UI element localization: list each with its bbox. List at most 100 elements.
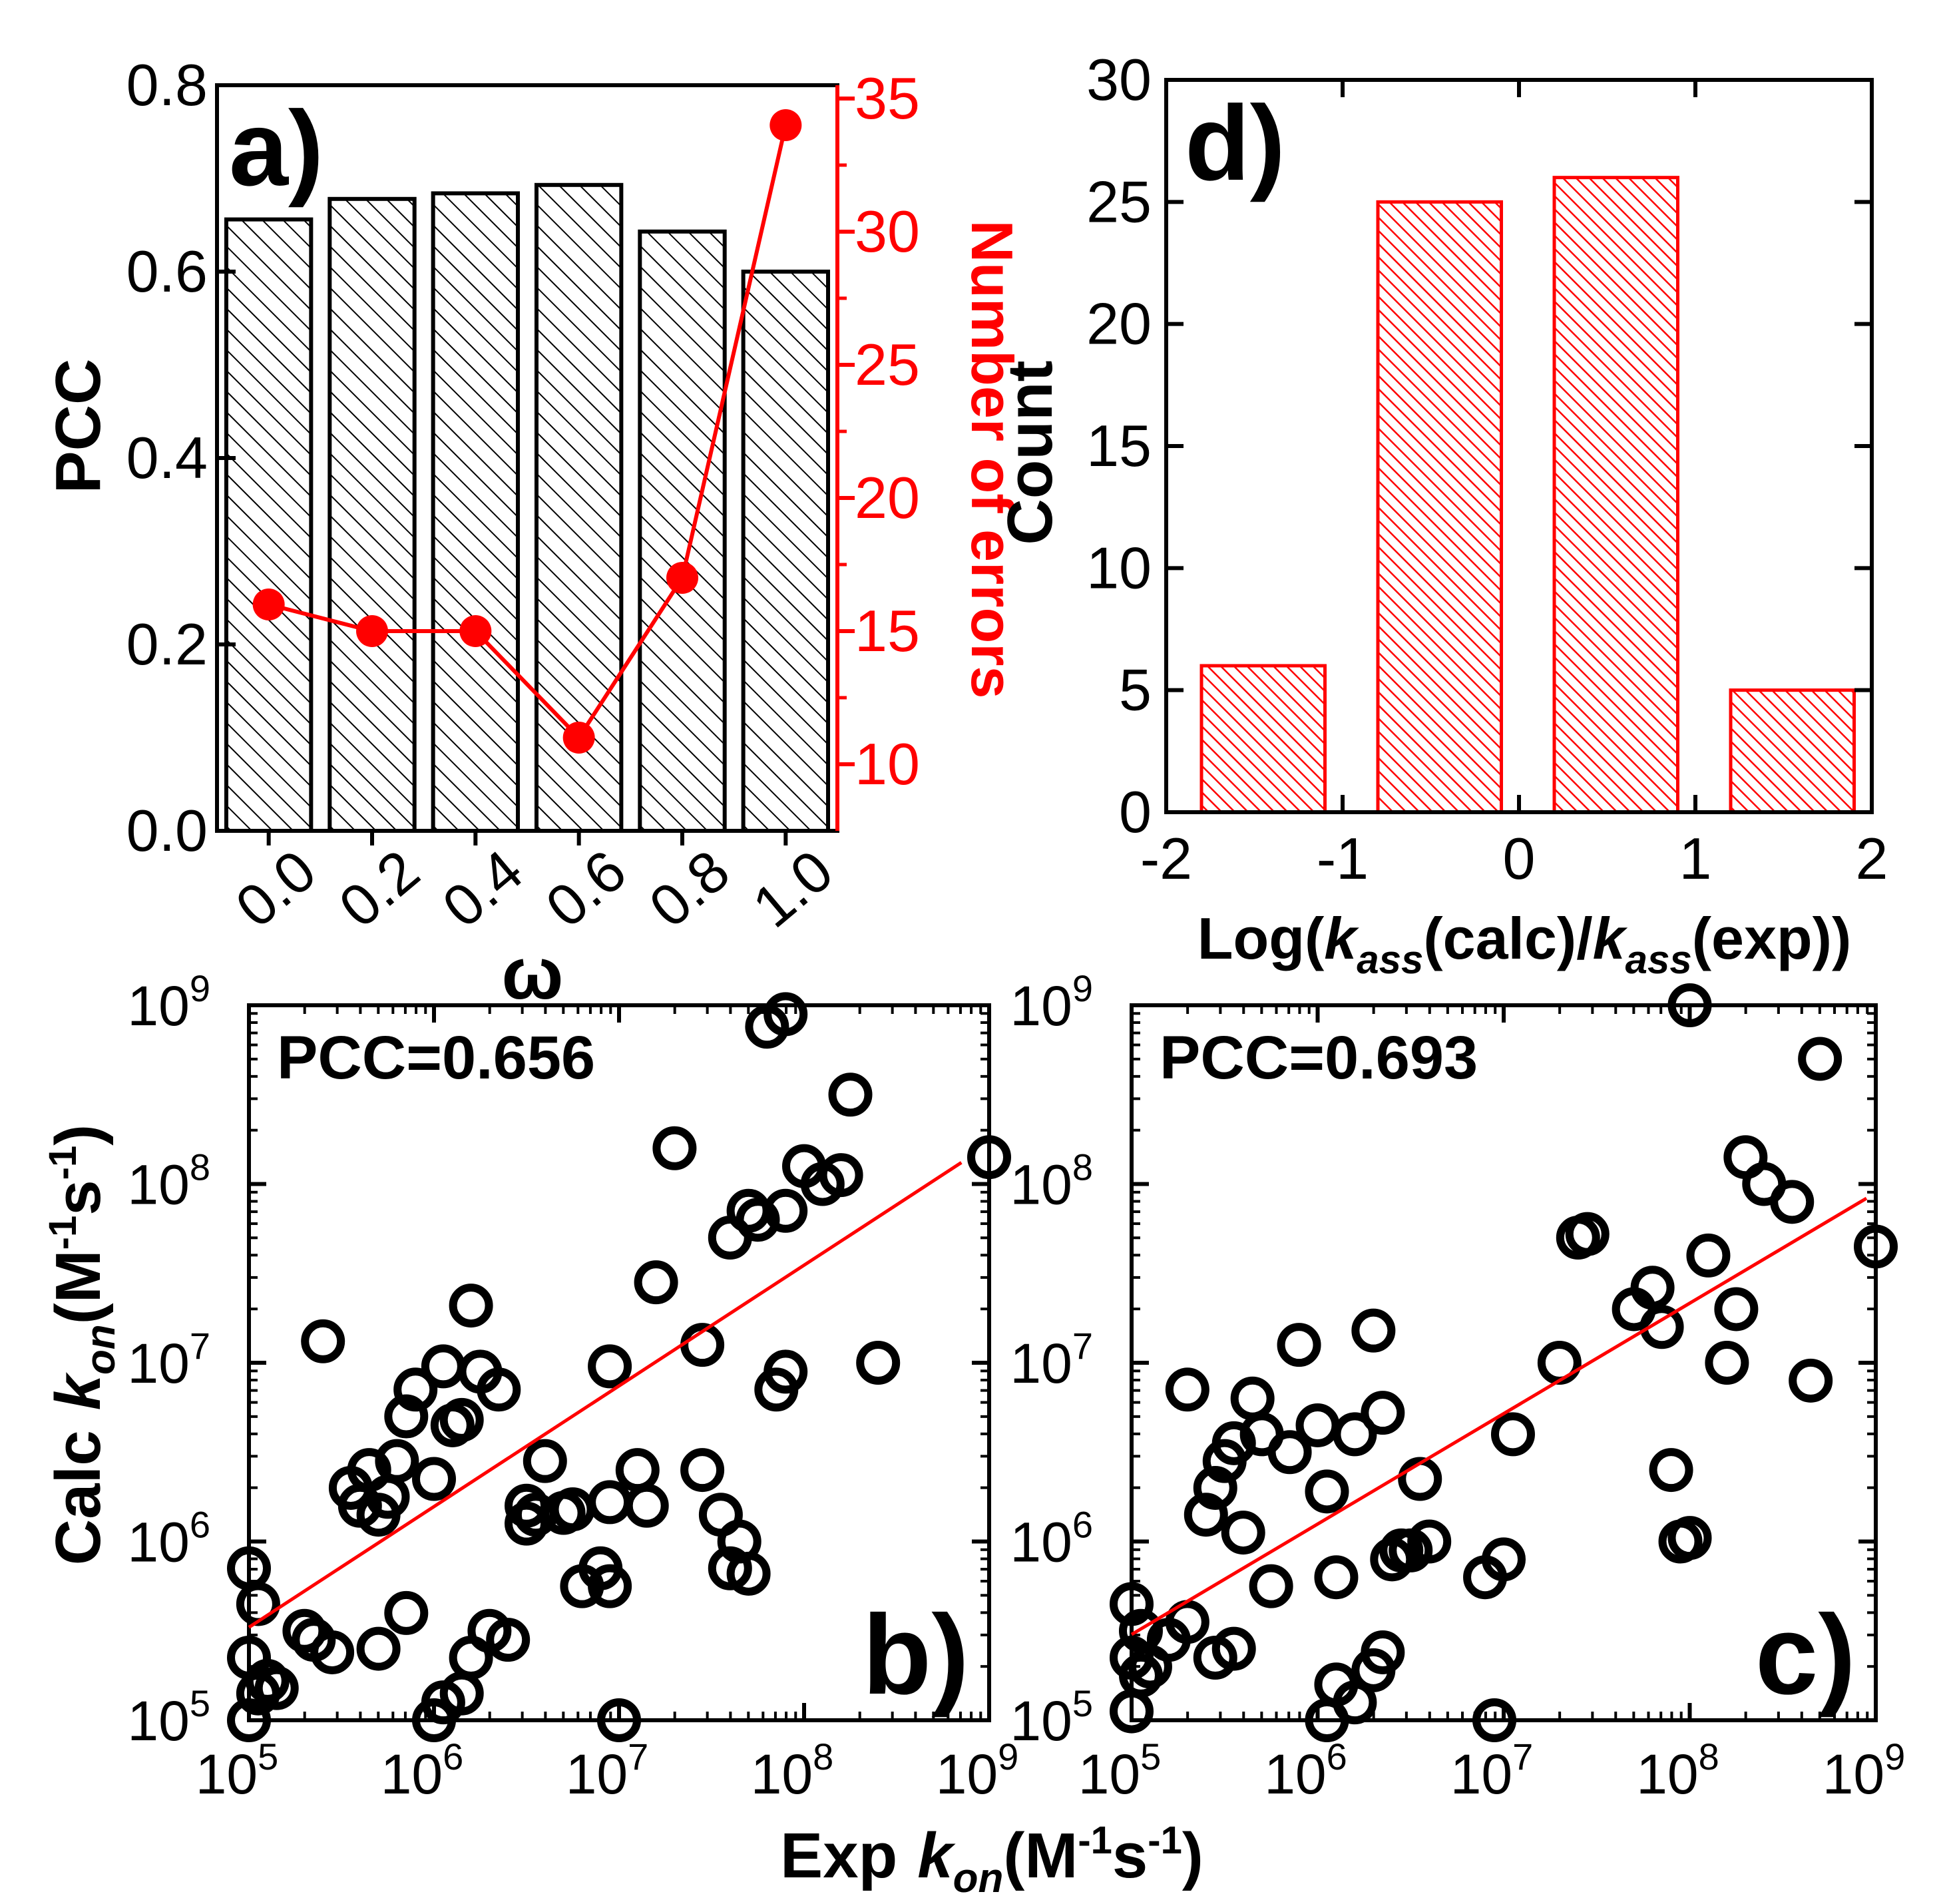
y-tick-label: 0.4 (126, 425, 208, 491)
x-tick-label: -2 (1140, 826, 1192, 891)
x-tick-label: 0.0 (223, 837, 327, 939)
errors-point (356, 615, 388, 647)
scatter-point (1565, 1212, 1610, 1256)
y2-tick-label: 20 (855, 465, 920, 531)
scatter-point (310, 1630, 355, 1674)
scatter-point (1295, 1403, 1340, 1447)
x-tick-label: 105 (1078, 1736, 1162, 1805)
histogram-bar (1376, 200, 1503, 814)
scatter-point (1798, 1037, 1842, 1081)
y-tick-label: 106 (127, 1504, 210, 1574)
x-tick-label: 105 (196, 1736, 279, 1805)
pcc-bar (741, 270, 831, 833)
scatter-point (1211, 1421, 1256, 1465)
x-axis-label-part: (exp)) (1692, 905, 1852, 971)
x-axis-label-part: (calc)/ (1423, 905, 1592, 971)
y-tick-label: 106 (1010, 1504, 1093, 1574)
tick-exponent: 8 (1699, 1736, 1719, 1778)
scatter-point (254, 1666, 299, 1710)
tick-base: 10 (127, 1511, 189, 1574)
scatter-point (523, 1439, 567, 1483)
scatter-point (1667, 1516, 1712, 1560)
scatter-point (1211, 1626, 1256, 1671)
scatter-point (282, 1608, 327, 1653)
scatter-point (1184, 1493, 1228, 1537)
tick-base: 10 (566, 1743, 628, 1805)
scatter-point (449, 1284, 493, 1328)
scatter-point (1490, 1412, 1535, 1457)
y-axis-label: Count (994, 360, 1066, 545)
tick-exponent: 9 (998, 1736, 1018, 1778)
x-axis-label-part: Log( (1197, 905, 1325, 971)
panel-b-scatter: 105105106106107107108108109109PCC=0.656b… (127, 967, 1018, 1805)
scatter-point (384, 1394, 429, 1439)
pcc-annotation: PCC=0.656 (277, 1024, 595, 1092)
scatter-point (652, 1126, 697, 1170)
scatter-point (486, 1618, 531, 1662)
y-tick-label: 25 (1086, 168, 1152, 234)
scatter-point (1249, 1564, 1293, 1608)
tick-exponent: 9 (190, 967, 210, 1009)
scatter-point (1686, 1233, 1731, 1278)
tick-base: 10 (127, 1690, 189, 1752)
tick-exponent: 6 (443, 1736, 463, 1778)
tick-base: 10 (1010, 1154, 1072, 1216)
scatter-point (1482, 1537, 1526, 1582)
x-axis-label: Log(kass(calc)/kass(exp)) (1197, 905, 1852, 982)
scatter-point (412, 1457, 456, 1501)
scatter-point (588, 1480, 632, 1525)
shared-y-axis-label: Calckon(M-1s-1) (41, 1124, 124, 1565)
scatter-point (1333, 1412, 1377, 1457)
scatter-point (763, 992, 808, 1037)
tick-exponent: 5 (1072, 1682, 1093, 1724)
scatter-point (763, 1188, 808, 1233)
tick-exponent: 5 (190, 1682, 210, 1724)
scatter-point (1714, 1287, 1759, 1331)
scatter-point (634, 1260, 678, 1305)
y-tick-label: 0.6 (126, 238, 208, 304)
pcc-bar (224, 217, 314, 833)
scatter-point (615, 1448, 660, 1493)
shared-x-axis-label: Exp kon(M-1s-1) (780, 1819, 1203, 1901)
y-tick-label: 10 (1086, 535, 1152, 600)
y-tick-label: 108 (127, 1146, 210, 1216)
y-tick-label: 105 (1010, 1682, 1093, 1752)
y-tick-label: 0.0 (126, 798, 208, 863)
y-tick-label: 0.8 (126, 52, 208, 118)
panel-label: a) (229, 89, 324, 208)
scatter-point (1351, 1308, 1396, 1353)
histogram-bar (1729, 688, 1856, 814)
errors-line (268, 124, 788, 741)
x-tick-label: 0.4 (430, 837, 535, 939)
histogram-bar (1199, 664, 1327, 814)
scatter-point (1230, 1376, 1275, 1421)
tick-base: 10 (1264, 1743, 1326, 1805)
tick-exponent: 6 (1327, 1736, 1347, 1778)
histogram-bar (1552, 176, 1679, 814)
x-tick-label: 0.2 (327, 837, 431, 939)
scatter-point (1770, 1180, 1815, 1224)
y-tick-label: 30 (1086, 47, 1152, 113)
tick-exponent: 7 (1072, 1325, 1093, 1367)
pcc-annotation: PCC=0.693 (1160, 1024, 1478, 1092)
fit-line (1130, 1196, 1868, 1636)
tick-exponent: 8 (190, 1146, 210, 1188)
y-tick-label: 5 (1119, 657, 1152, 723)
y2-tick-label: 35 (855, 65, 920, 131)
y-tick-label: 0 (1119, 779, 1152, 845)
scatter-point (1361, 1391, 1405, 1435)
x-tick-label: 1 (1679, 826, 1712, 891)
scatter-point (1537, 1341, 1582, 1385)
x-tick-label: 0.8 (637, 837, 742, 939)
tick-base: 10 (1450, 1743, 1512, 1805)
scatter-point (1165, 1600, 1209, 1644)
x-axis-label-part: ass (1357, 937, 1423, 982)
scatter-point (1165, 1367, 1209, 1412)
scatter-point (1705, 1341, 1749, 1385)
x-tick-label: 0 (1503, 826, 1536, 891)
y2-tick-label: 10 (855, 731, 920, 797)
scatter-point (736, 1198, 780, 1242)
errors-point (459, 615, 492, 647)
scatter-point (477, 1367, 521, 1412)
